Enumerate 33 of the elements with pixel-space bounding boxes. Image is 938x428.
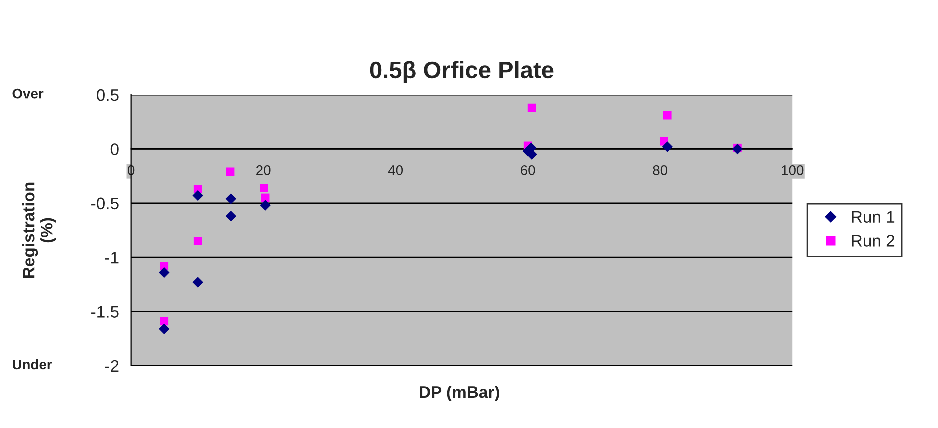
- point: [192, 190, 204, 202]
- x-tick-label: 60: [521, 166, 536, 176]
- legend-label: Run 2: [852, 235, 895, 247]
- y-tick-label: -0.5: [92, 198, 119, 210]
- point: [226, 211, 237, 222]
- point: [194, 237, 202, 246]
- legend-label: Run 1: [852, 211, 895, 224]
- chart-title: 0.5β Orfice Plate: [370, 61, 554, 84]
- x-tick-label: 80: [653, 166, 668, 176]
- point: [192, 277, 204, 288]
- point: [662, 142, 674, 152]
- point: [732, 144, 744, 155]
- point: [159, 324, 170, 334]
- y-tick-label: -2: [105, 360, 119, 372]
- y-tick-label: -1.5: [92, 306, 119, 318]
- x-axis-title: DP (mBar): [420, 386, 500, 402]
- point: [528, 104, 536, 112]
- point: [226, 168, 235, 176]
- y-tick-label: 0: [110, 144, 119, 156]
- point: [159, 267, 170, 278]
- x-tick-label: 20: [256, 166, 271, 176]
- x-tick-label: 100: [782, 166, 804, 176]
- y-tick-label: -1: [105, 252, 119, 264]
- x-tick-label: 40: [388, 166, 404, 176]
- point: [160, 317, 169, 326]
- y-tick-label: 0.5: [97, 89, 119, 102]
- text: Over: [12, 88, 44, 99]
- point: [260, 184, 268, 192]
- text: Under: [13, 359, 52, 370]
- point: [663, 111, 672, 120]
- point: [260, 200, 271, 211]
- y-axis-title: Registration (%): [22, 182, 56, 278]
- point: [226, 194, 237, 204]
